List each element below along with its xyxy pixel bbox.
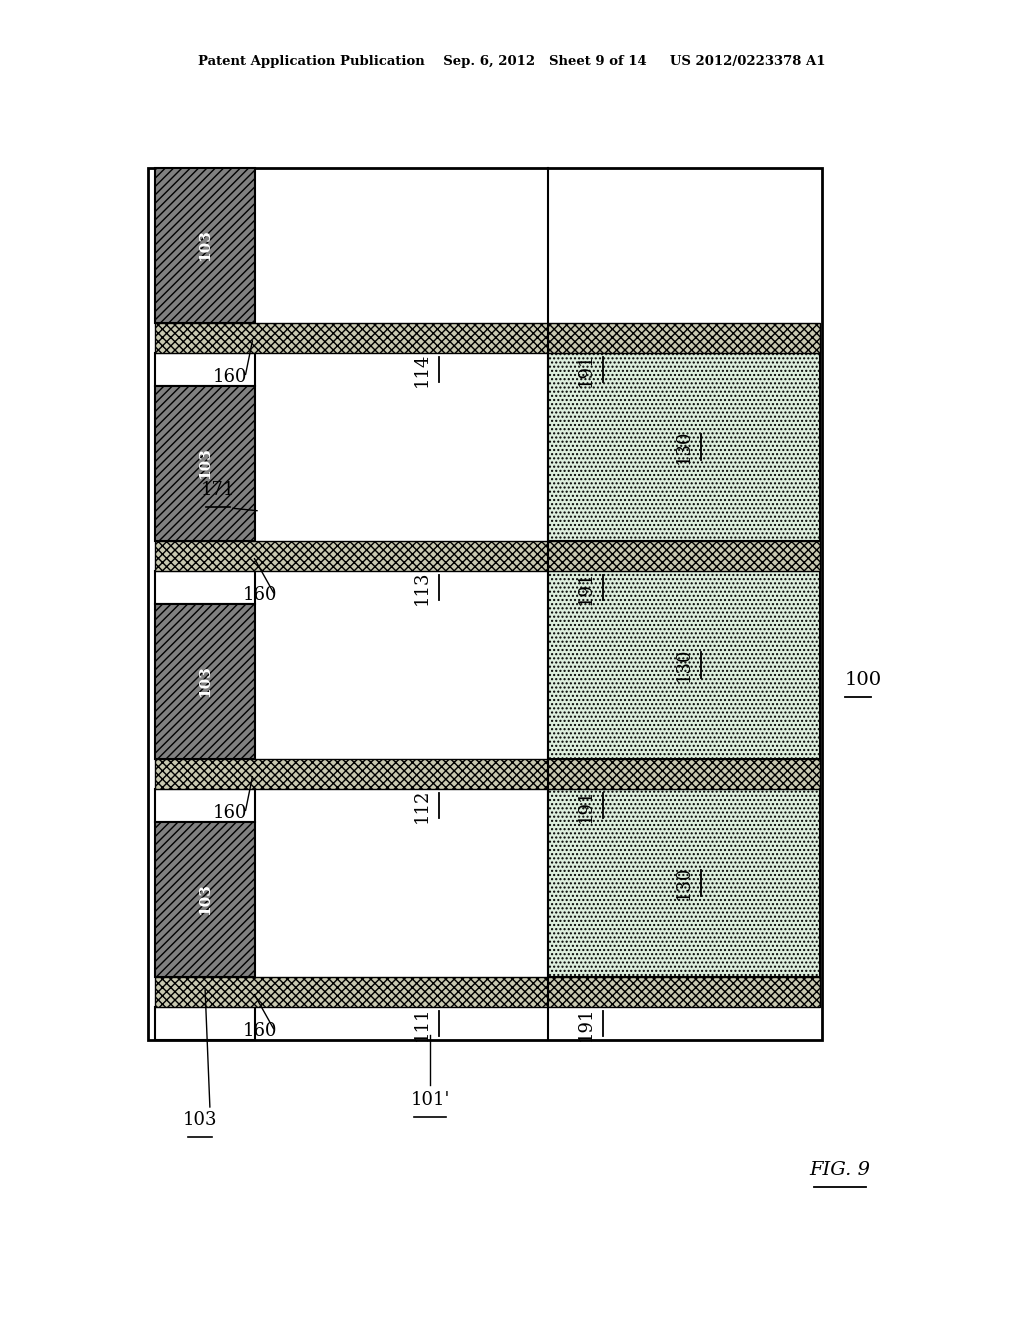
Text: 103: 103 bbox=[182, 1111, 217, 1129]
Text: 191: 191 bbox=[577, 352, 595, 387]
Text: Patent Application Publication    Sep. 6, 2012   Sheet 9 of 14     US 2012/02233: Patent Application Publication Sep. 6, 2… bbox=[199, 55, 825, 69]
Text: 114: 114 bbox=[413, 352, 430, 387]
Text: 100: 100 bbox=[845, 671, 882, 689]
Bar bbox=[155, 168, 255, 323]
Bar bbox=[548, 572, 820, 759]
Text: 191: 191 bbox=[577, 788, 595, 822]
Text: 191: 191 bbox=[577, 1006, 595, 1040]
Text: 160: 160 bbox=[243, 586, 278, 605]
Text: 112: 112 bbox=[413, 788, 430, 822]
Text: 160: 160 bbox=[213, 804, 247, 822]
Bar bbox=[155, 605, 255, 759]
Text: 130: 130 bbox=[675, 648, 693, 682]
Bar bbox=[155, 1007, 255, 1040]
Bar bbox=[155, 789, 255, 822]
Bar bbox=[155, 572, 255, 605]
Bar bbox=[155, 759, 820, 789]
Text: FIG. 9: FIG. 9 bbox=[810, 1162, 870, 1179]
Text: 103: 103 bbox=[198, 883, 212, 916]
Text: 103: 103 bbox=[198, 447, 212, 479]
Bar bbox=[148, 168, 822, 1040]
Bar bbox=[155, 822, 255, 977]
Text: 160: 160 bbox=[213, 368, 247, 387]
Bar bbox=[155, 541, 820, 572]
Bar bbox=[155, 977, 820, 1007]
Bar bbox=[155, 352, 255, 385]
Text: 130: 130 bbox=[675, 866, 693, 900]
Text: 113: 113 bbox=[413, 570, 430, 605]
Text: 160: 160 bbox=[243, 1022, 278, 1040]
Text: 111: 111 bbox=[413, 1006, 430, 1040]
Text: 103: 103 bbox=[198, 230, 212, 261]
Text: 191: 191 bbox=[577, 570, 595, 605]
Text: 171: 171 bbox=[201, 480, 236, 499]
Bar bbox=[155, 323, 820, 352]
Text: 101': 101' bbox=[411, 1092, 450, 1109]
Bar bbox=[155, 385, 255, 541]
Bar bbox=[548, 789, 820, 977]
Text: 103: 103 bbox=[198, 665, 212, 697]
Bar bbox=[548, 352, 820, 541]
Text: 130: 130 bbox=[675, 430, 693, 465]
